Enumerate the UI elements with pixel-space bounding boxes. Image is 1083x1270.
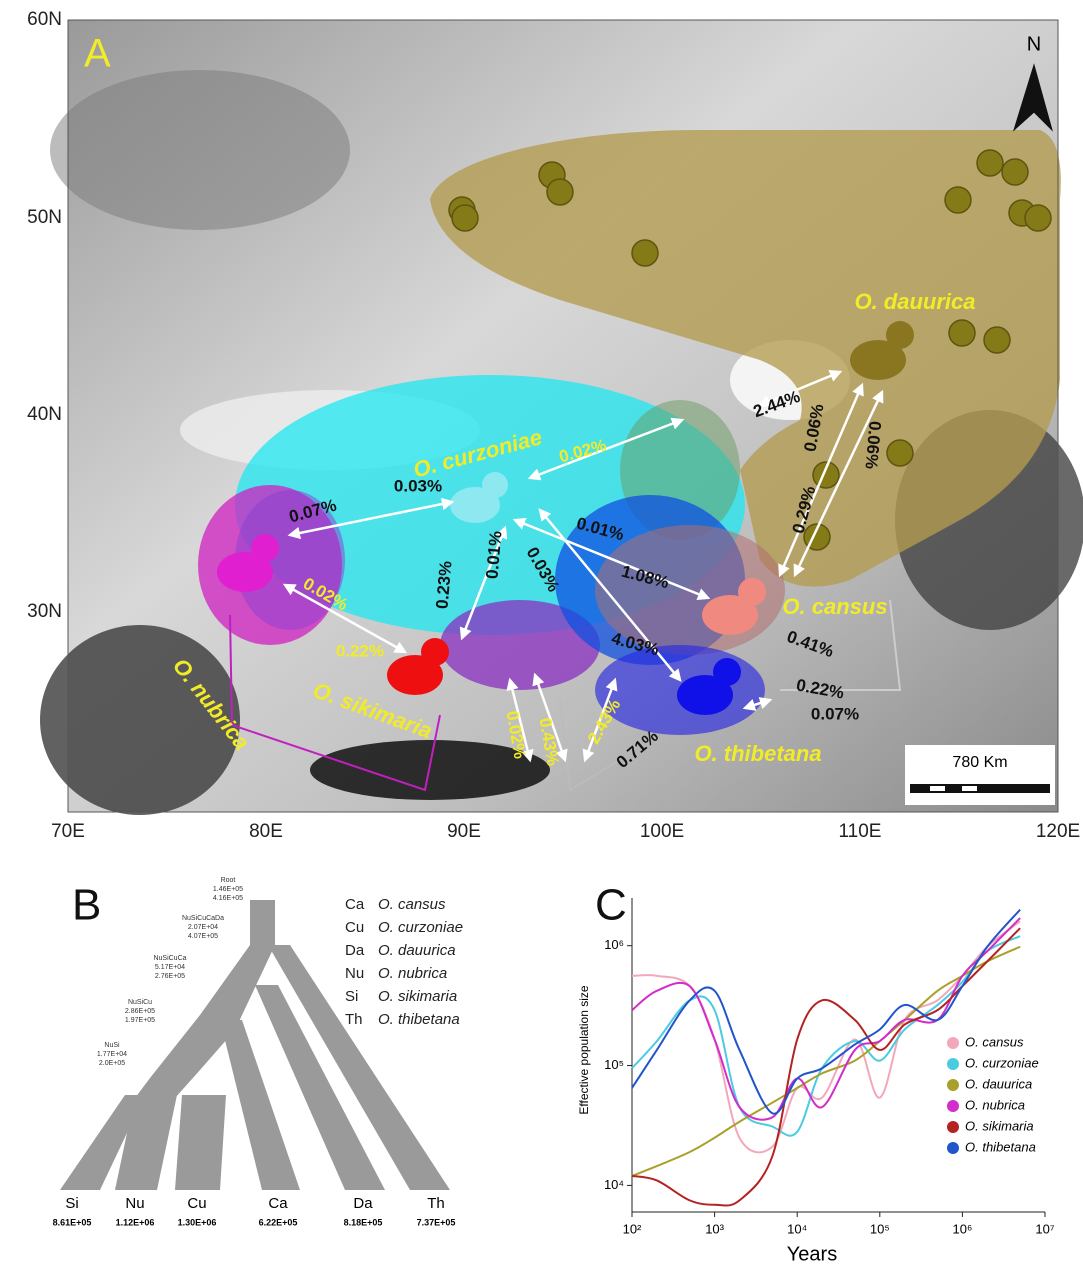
- y-axis-title: Effective population size: [577, 985, 591, 1115]
- legend-code: Nu: [345, 965, 364, 982]
- panel-label: A: [84, 32, 111, 76]
- legend-code: Ca: [345, 896, 365, 913]
- tip-code: Th: [427, 1195, 445, 1212]
- tip-size: 8.18E+05: [344, 1217, 383, 1227]
- legend-name: O. curzoniae: [378, 919, 463, 936]
- legend-code: Th: [345, 1011, 363, 1028]
- lat-label: 60N: [27, 9, 62, 30]
- lon-label: 120E: [1036, 821, 1080, 842]
- x-tick-label: 10⁴: [787, 1221, 807, 1236]
- y-tick-label: 10⁵: [604, 1057, 624, 1072]
- node-value: 1.46E+05: [213, 886, 243, 893]
- tip-code: Nu: [125, 1195, 144, 1212]
- legend-name: O. sikimaria: [378, 988, 457, 1005]
- lat-label: 50N: [27, 207, 62, 228]
- legend-code: Da: [345, 942, 365, 959]
- y-tick-label: 10⁴: [604, 1177, 624, 1192]
- series-line: [632, 936, 1020, 1136]
- legend-label: O. cansus: [965, 1034, 1024, 1049]
- x-tick-label: 10⁵: [870, 1221, 890, 1236]
- lon-label: 80E: [249, 821, 283, 842]
- x-axis-title: Years: [787, 1243, 837, 1265]
- tip-size: 1.30E+06: [178, 1217, 217, 1227]
- node-name: NuSiCu: [128, 999, 152, 1006]
- legend-marker: [947, 1100, 959, 1112]
- panel-label: B: [72, 881, 101, 930]
- legend-marker: [947, 1121, 959, 1133]
- series-line: [632, 910, 1020, 1114]
- series-line: [632, 921, 1020, 1152]
- node-name: NuSiCuCa: [153, 955, 186, 962]
- node-name: NuSiCuCaDa: [182, 915, 224, 922]
- panel-label: C: [595, 881, 627, 930]
- y-tick-label: 10⁶: [604, 937, 624, 952]
- node-value: 2.76E+05: [155, 973, 185, 980]
- legend-label: O. nubrica: [965, 1097, 1025, 1112]
- tip-size: 8.61E+05: [53, 1217, 92, 1227]
- species-label: O. thibetana: [694, 741, 821, 766]
- node-name: Root: [221, 877, 236, 884]
- legend-marker: [947, 1037, 959, 1049]
- legend-label: O. sikimaria: [965, 1118, 1034, 1133]
- legend-name: O. cansus: [378, 896, 446, 913]
- line-chart: C Years Effective population size 10² 10³…: [577, 881, 1055, 1266]
- series-line: [632, 928, 1020, 1205]
- rate-label: 0.22%: [336, 641, 384, 660]
- tip-code: Cu: [187, 1195, 206, 1212]
- lon-label: 70E: [51, 821, 85, 842]
- north-label: N: [1027, 33, 1041, 55]
- scale-label: 780 Km: [952, 754, 1007, 771]
- tip-size: 7.37E+05: [417, 1217, 456, 1227]
- lon-label: 100E: [640, 821, 684, 842]
- node-value: 4.07E+05: [188, 933, 218, 940]
- legend-label: O. dauurica: [965, 1076, 1032, 1091]
- node-value: 2.86E+05: [125, 1008, 155, 1015]
- legend-marker: [947, 1142, 959, 1154]
- node-value: 5.17E+04: [155, 964, 185, 971]
- rate-label: 0.03%: [394, 476, 442, 495]
- x-tick-label: 10²: [623, 1221, 642, 1236]
- node-value: 2.07E+04: [188, 924, 218, 931]
- lon-label: 110E: [839, 821, 882, 842]
- node-name: NuSi: [104, 1042, 120, 1049]
- tip-code: Da: [353, 1195, 373, 1212]
- lat-label: 30N: [27, 601, 62, 622]
- legend-code: Si: [345, 988, 358, 1005]
- x-tick-label: 10³: [705, 1221, 724, 1236]
- legend-marker: [947, 1058, 959, 1070]
- lon-label: 90E: [447, 821, 481, 842]
- legend-name: O. thibetana: [378, 1011, 460, 1028]
- legend-name: O. nubrica: [378, 965, 447, 982]
- lat-label: 40N: [27, 404, 62, 425]
- node-value: 1.97E+05: [125, 1017, 155, 1024]
- tip-size: 1.12E+06: [116, 1217, 155, 1227]
- node-value: 2.0E+05: [99, 1060, 125, 1067]
- tip-size: 6.22E+05: [259, 1217, 298, 1227]
- legend-label: O. thibetana: [965, 1139, 1036, 1154]
- x-tick-label: 10⁷: [1035, 1221, 1054, 1236]
- species-label: O. dauurica: [854, 289, 975, 314]
- species-label: O. cansus: [782, 594, 887, 619]
- tip-code: Ca: [268, 1195, 288, 1212]
- x-tick-label: 10⁶: [952, 1221, 972, 1236]
- series-line: [632, 918, 1020, 1120]
- tip-code: Si: [65, 1195, 78, 1212]
- figure: A N 780 Km 60N 50N 40N 30N 70E 80E 90E 100E 110E…: [0, 0, 1083, 1270]
- legend-code: Cu: [345, 919, 364, 936]
- node-value: 4.16E+05: [213, 895, 243, 902]
- legend-label: O. curzoniae: [965, 1055, 1039, 1070]
- legend-marker: [947, 1079, 959, 1091]
- rate-label: 0.07%: [811, 704, 859, 723]
- node-value: 1.77E+04: [97, 1051, 127, 1058]
- legend-name: O. dauurica: [378, 942, 456, 959]
